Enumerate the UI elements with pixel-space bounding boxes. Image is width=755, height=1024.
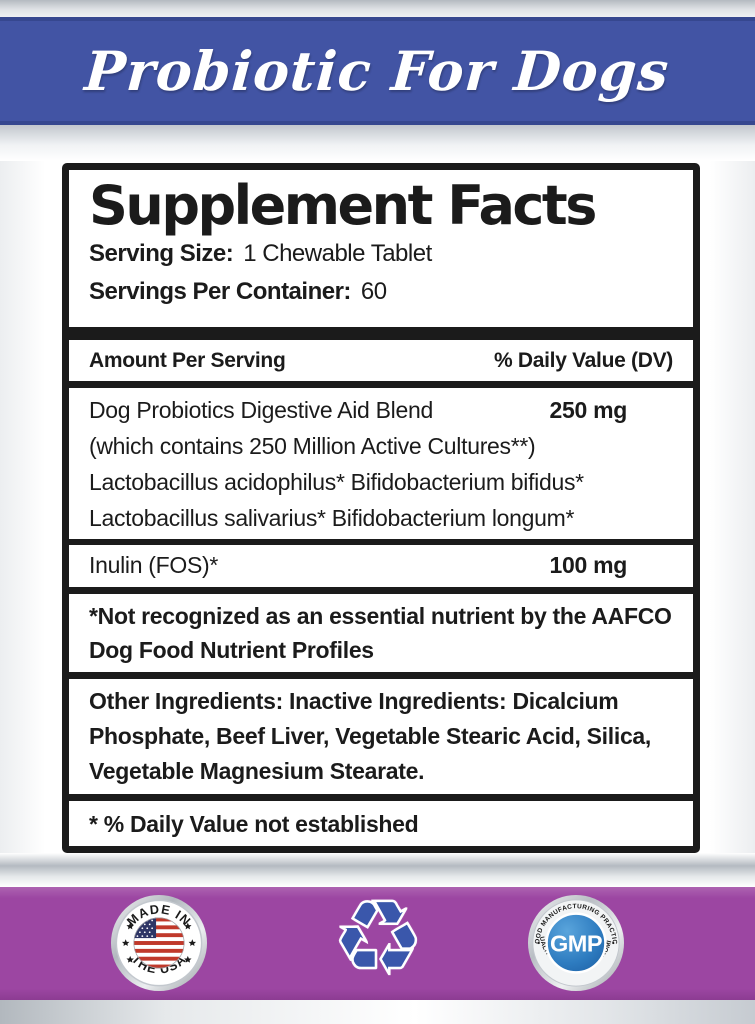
facts-header-row: Amount Per Serving % Daily Value (DV) <box>89 340 673 378</box>
product-banner: Probiotic For Dogs <box>0 17 755 125</box>
blend-detail-line: (which contains 250 Million Active Cultu… <box>89 433 536 460</box>
us-flag-icon <box>133 917 185 969</box>
product-title: Probiotic For Dogs <box>83 39 672 103</box>
daily-value-header: % Daily Value (DV) <box>494 349 673 373</box>
divider <box>69 539 693 546</box>
serving-size-value: 1 Chewable Tablet <box>243 240 432 268</box>
metallic-strip-above-band <box>0 853 755 887</box>
servings-per-container-line: Servings Per Container: 60 <box>89 273 673 311</box>
aafco-note: *Not recognized as an essential nutrient… <box>89 599 673 667</box>
aafco-note-line: *Not recognized as an essential nutrient… <box>89 603 672 630</box>
supplement-facts-panel: Supplement Facts Serving Size: 1 Chewable… <box>62 163 700 853</box>
bottom-badge-band: MADE IN THE USA <box>0 885 755 1000</box>
divider <box>69 672 693 680</box>
divider <box>69 381 693 389</box>
recycle-icon: ♻ <box>330 877 426 999</box>
ingredient-amount: 250 mg <box>549 397 628 424</box>
other-ingredients: Other Ingredients: Inactive Ingredients:… <box>89 688 652 785</box>
serving-size-line: Serving Size: 1 Chewable Tablet <box>89 235 673 273</box>
daily-value-footnote: * % Daily Value not established <box>89 811 419 838</box>
amount-per-serving-header: Amount Per Serving <box>89 349 286 373</box>
metallic-strip-top <box>0 0 755 17</box>
ingredient-name-line: Dog Probiotics Digestive Aid Blend 250 m… <box>89 392 673 428</box>
supplement-facts-title: Supplement Facts <box>89 174 597 237</box>
serving-size-label: Serving Size: <box>89 240 234 268</box>
gmp-badge: GOOD MANUFACTURING PRACTICE QUALITY WITH… <box>527 894 625 992</box>
gmp-badge-center-text: GMP <box>550 930 602 956</box>
aafco-note-line: Dog Food Nutrient Profiles <box>89 637 374 664</box>
ingredient-name: Dog Probiotics Digestive Aid Blend <box>89 397 433 424</box>
ingredient-row-blend: Dog Probiotics Digestive Aid Blend 250 m… <box>89 392 673 536</box>
heavy-divider <box>69 327 693 341</box>
ingredient-name: Inulin (FOS)* <box>89 552 219 579</box>
servings-per-container-value: 60 <box>360 278 387 306</box>
blend-detail-line: Lactobacillus acidophilus* Bifidobacteri… <box>89 469 584 496</box>
made-in-usa-badge: MADE IN THE USA <box>110 894 208 992</box>
divider <box>69 794 693 802</box>
blend-detail-line: Lactobacillus salivarius* Bifidobacteriu… <box>89 505 575 532</box>
metallic-strip-bottom <box>0 1000 755 1024</box>
metallic-strip-under-banner <box>0 125 755 161</box>
ingredient-row-inulin: Inulin (FOS)* 100 mg <box>89 545 673 585</box>
servings-per-container-label: Servings Per Container: <box>89 278 351 306</box>
ingredient-amount: 100 mg <box>549 552 628 579</box>
divider <box>69 587 693 595</box>
